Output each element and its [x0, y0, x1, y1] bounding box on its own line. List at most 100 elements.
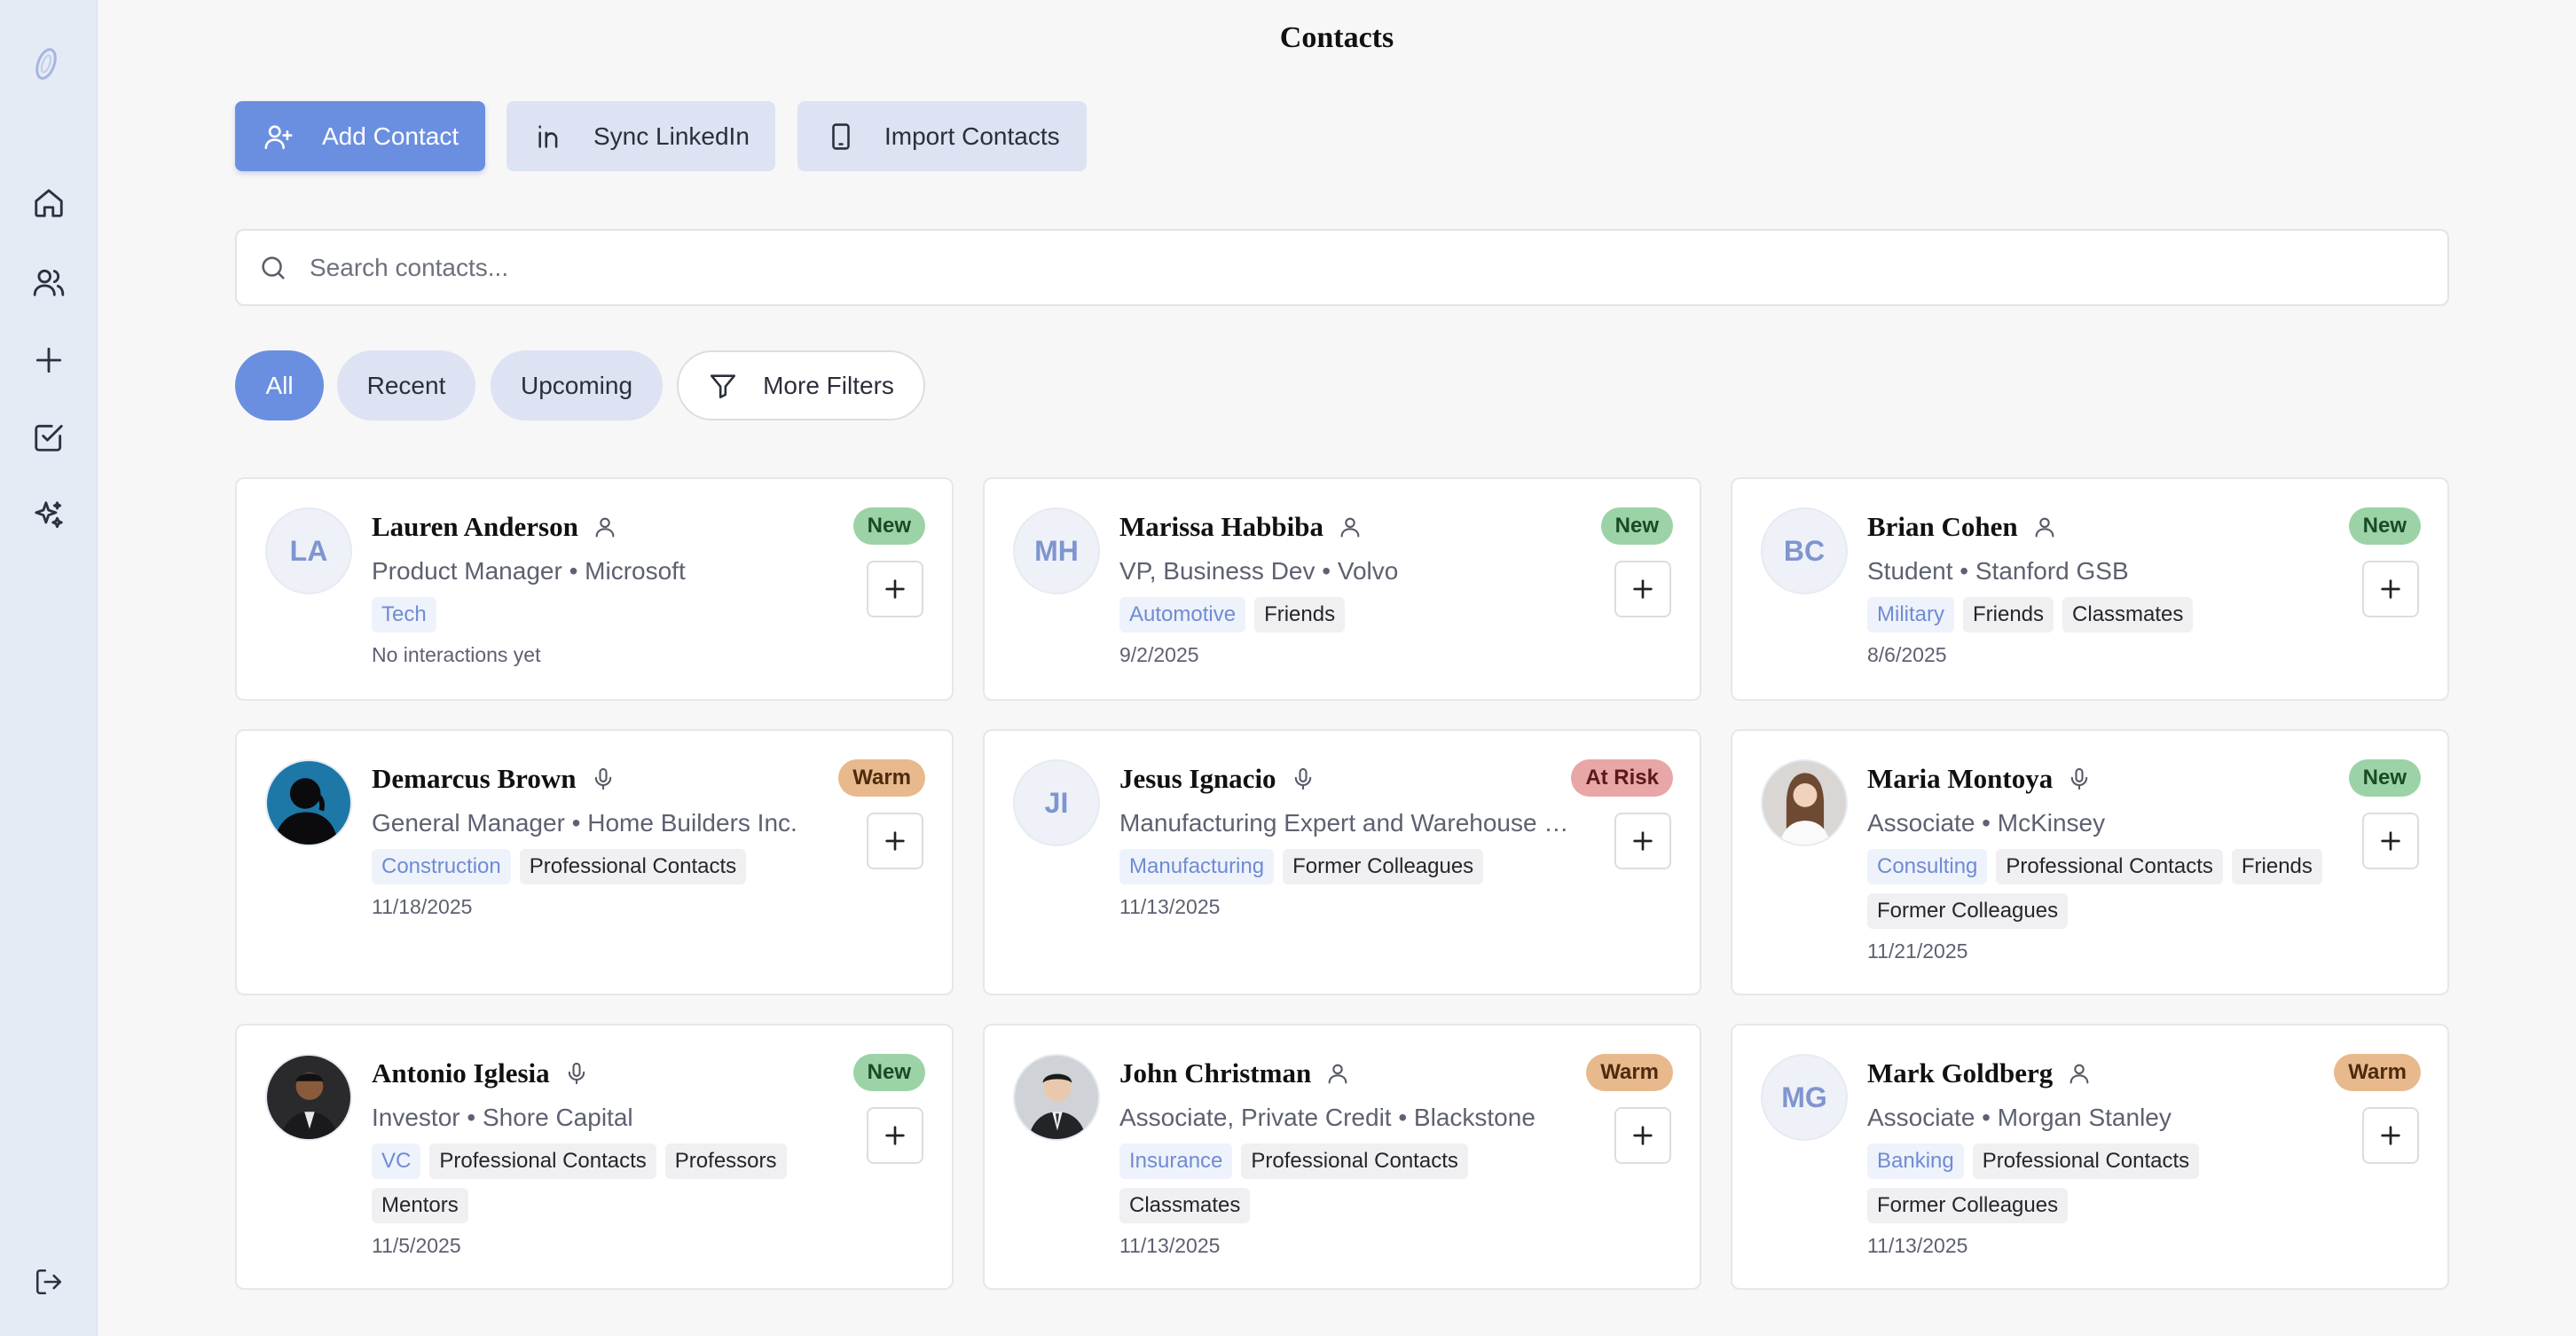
industry-tag: Automotive — [1119, 597, 1246, 633]
group-tag: Classmates — [1119, 1188, 1251, 1223]
group-tag: Former Colleagues — [1283, 849, 1484, 884]
industry-tag: Consulting — [1867, 849, 1988, 884]
industry-tag: Banking — [1867, 1143, 1964, 1179]
contact-name[interactable]: Brian Cohen — [1867, 511, 2018, 542]
add-interaction-button[interactable] — [867, 1107, 923, 1164]
logout-icon — [35, 1269, 62, 1295]
contact-name[interactable]: Antonio Iglesia — [372, 1057, 550, 1088]
add-interaction-button[interactable] — [1614, 561, 1671, 617]
search-icon — [262, 255, 285, 279]
contact-card[interactable]: MG Mark Goldberg Associate • Morgan Stanle… — [1731, 1024, 2449, 1290]
avatar: JI — [1013, 759, 1100, 846]
filter-upcoming[interactable]: Upcoming — [491, 350, 663, 420]
filter-all[interactable]: All — [235, 350, 324, 420]
contact-name[interactable]: Jesus Ignacio — [1119, 763, 1276, 794]
add-interaction-button[interactable] — [2362, 1107, 2419, 1164]
contact-name-row: Brian Cohen — [1867, 511, 2057, 543]
add-interaction-button[interactable] — [1614, 1107, 1671, 1164]
contact-subtitle: Associate • Morgan Stanley — [1867, 1104, 2172, 1131]
contact-name[interactable]: Lauren Anderson — [372, 511, 578, 542]
last-interaction-date: 11/21/2025 — [1867, 939, 1968, 963]
contact-card[interactable]: BC Brian Cohen Student • Stanford GSB Milit… — [1731, 477, 2449, 701]
tasks-icon — [35, 424, 63, 452]
sync-linkedin-button[interactable]: Sync LinkedIn — [507, 101, 775, 171]
contact-card[interactable]: LA Lauren Anderson Product Manager • Micro… — [235, 477, 954, 701]
contact-name[interactable]: Demarcus Brown — [372, 763, 577, 794]
contact-card[interactable]: Maria Montoya Associate • McKinsey Consult… — [1731, 729, 2449, 995]
group-tag: Friends — [2231, 849, 2322, 884]
add-user-icon — [264, 124, 293, 149]
phone-icon — [832, 122, 850, 150]
contact-subtitle: Associate, Private Credit • Blackstone — [1119, 1104, 1535, 1131]
avatar: BC — [1761, 507, 1848, 594]
avatar — [1013, 1054, 1100, 1141]
contact-name[interactable]: Marissa Habbiba — [1119, 511, 1323, 542]
filter-recent[interactable]: Recent — [337, 350, 475, 420]
avatar: MH — [1013, 507, 1100, 594]
status-badge: New — [852, 507, 925, 545]
sidebar-add-button[interactable] — [22, 334, 75, 387]
group-tag: Classmates — [2062, 597, 2194, 633]
status-badge: At Risk — [1571, 759, 1673, 797]
contact-tags: Automotive Friends — [1119, 597, 1581, 633]
contact-name[interactable]: John Christman — [1119, 1057, 1312, 1088]
industry-tag: Manufacturing — [1119, 849, 1275, 884]
contact-tags: Construction Professional Contacts — [372, 849, 833, 884]
status-badge: New — [2348, 759, 2421, 797]
contact-tags: Banking Professional Contacts Former Colle… — [1867, 1143, 2329, 1223]
sidebar-ai-button[interactable] — [22, 489, 75, 542]
sidebar-tasks-button[interactable] — [22, 411, 75, 464]
microphone-icon — [1291, 766, 1315, 791]
plus-icon — [1633, 579, 1653, 599]
group-tag: Friends — [1963, 597, 2054, 633]
plus-icon — [1633, 831, 1653, 851]
sidebar-contacts-button[interactable] — [22, 255, 75, 309]
contact-name-row: John Christman — [1119, 1057, 1350, 1089]
avatar — [265, 759, 352, 846]
group-tag: Professional Contacts — [519, 849, 747, 884]
sidebar-logout-button[interactable] — [22, 1255, 75, 1308]
add-interaction-button[interactable] — [2362, 561, 2419, 617]
import-contacts-button[interactable]: Import Contacts — [797, 101, 1087, 171]
contact-name[interactable]: Maria Montoya — [1867, 763, 2054, 794]
group-tag: Former Colleagues — [1867, 893, 2069, 929]
industry-tag: Construction — [372, 849, 511, 884]
contact-card[interactable]: John Christman Associate, Private Credit … — [983, 1024, 1701, 1290]
contact-tags: Insurance Professional Contacts Classmates — [1119, 1143, 1581, 1223]
logo-icon — [28, 43, 64, 85]
add-interaction-button[interactable] — [867, 561, 923, 617]
status-badge: New — [852, 1054, 925, 1091]
industry-tag: VC — [372, 1143, 421, 1179]
contact-name[interactable]: Mark Goldberg — [1867, 1057, 2054, 1088]
status-badge: Warm — [2334, 1054, 2421, 1091]
industry-tag: Military — [1867, 597, 1954, 633]
plus-icon — [1633, 1126, 1653, 1145]
add-interaction-button[interactable] — [867, 813, 923, 869]
avatar — [1761, 759, 1848, 846]
contact-card[interactable]: Demarcus Brown General Manager • Home Bui… — [235, 729, 954, 995]
sidebar-home-button[interactable] — [22, 177, 75, 230]
contact-subtitle: Manufacturing Expert and Warehouse Speci… — [1119, 809, 1581, 837]
avatar — [265, 1054, 352, 1141]
add-interaction-button[interactable] — [2362, 813, 2419, 869]
contacts-icon — [33, 269, 65, 296]
avatar: MG — [1761, 1054, 1848, 1141]
add-interaction-button[interactable] — [1614, 813, 1671, 869]
more-filters-button[interactable]: More Filters — [677, 350, 925, 420]
person-icon — [593, 515, 617, 539]
plus-icon — [885, 579, 905, 599]
sync-linkedin-label: Sync LinkedIn — [593, 122, 750, 150]
contact-subtitle: Investor • Shore Capital — [372, 1104, 633, 1131]
last-interaction-date: 8/6/2025 — [1867, 643, 1947, 666]
contact-card[interactable]: MH Marissa Habbiba VP, Business Dev • Volv… — [983, 477, 1701, 701]
add-contact-button[interactable]: Add Contact — [235, 101, 485, 171]
person-icon — [1338, 515, 1363, 539]
contact-card[interactable]: Antonio Iglesia Investor • Shore Capital V… — [235, 1024, 954, 1290]
group-tag: Mentors — [372, 1188, 468, 1223]
last-interaction-date: 11/5/2025 — [372, 1234, 461, 1257]
sparkle-icon — [35, 501, 63, 529]
search-input[interactable] — [310, 253, 2350, 282]
person-icon — [2067, 1061, 2092, 1086]
linkedin-icon — [538, 124, 558, 148]
contact-card[interactable]: JI Jesus Ignacio Manufacturing Expert and … — [983, 729, 1701, 995]
